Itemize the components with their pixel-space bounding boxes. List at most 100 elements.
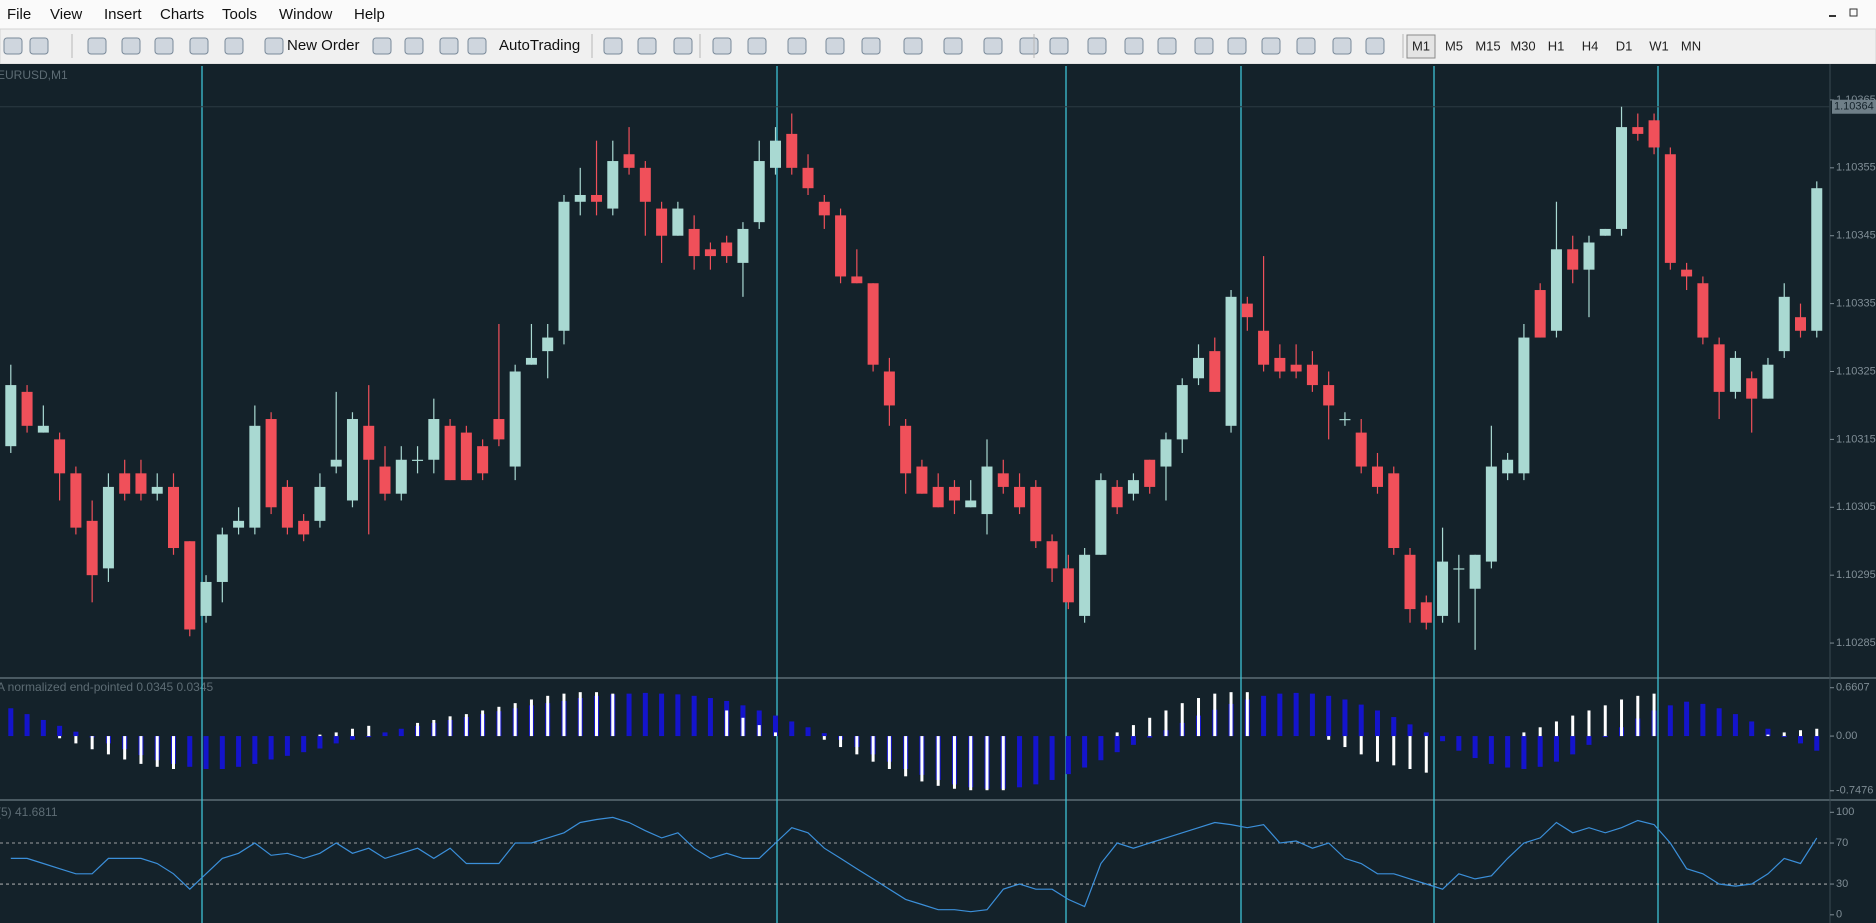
toolbar-icon[interactable] — [1194, 37, 1214, 55]
window-controls[interactable] — [1829, 8, 1858, 17]
rsi-label: (5) 41.6811 — [0, 805, 58, 819]
menu-item[interactable]: Help — [354, 6, 385, 23]
toolbar-icon[interactable] — [224, 37, 244, 55]
oscillator-bar — [367, 725, 371, 737]
timeframe-button[interactable]: W1 — [1649, 38, 1669, 53]
toolbar-icon[interactable] — [983, 37, 1003, 55]
y-tick-label: 1.10325 — [1836, 365, 1876, 377]
toolbar-icon[interactable] — [1157, 37, 1177, 55]
oscillator-bar — [481, 710, 485, 737]
toolbar-icon[interactable] — [154, 37, 174, 55]
candle-body — [509, 371, 521, 467]
toolbar-icon[interactable] — [943, 37, 963, 55]
oscillator-bar — [1732, 714, 1738, 737]
toolbar-icon[interactable] — [1227, 37, 1247, 55]
candle-body — [721, 242, 733, 257]
new-order-button[interactable]: New Order — [287, 37, 360, 54]
timeframe-button[interactable]: H1 — [1548, 38, 1565, 53]
oscillator-bar — [155, 736, 159, 767]
toolbar-icon[interactable] — [3, 37, 23, 55]
toolbar-icon[interactable] — [372, 37, 392, 55]
timeframe-button[interactable]: M1 — [1412, 38, 1430, 53]
oscillator-bar — [1114, 736, 1120, 753]
toolbar-icon[interactable] — [787, 37, 807, 55]
toolbar-icon[interactable] — [861, 37, 881, 55]
oscillator-bar — [756, 710, 762, 737]
toolbar-icon[interactable] — [1049, 37, 1069, 55]
toolbar-icon[interactable] — [189, 37, 209, 55]
oscillator-bar — [675, 694, 681, 737]
toolbar-icon[interactable] — [1296, 37, 1316, 55]
candle-body — [981, 466, 993, 515]
oscillator-bar — [416, 722, 420, 737]
toolbar-icon[interactable] — [87, 37, 107, 55]
toolbar-icon[interactable] — [264, 37, 284, 55]
menu-bar — [0, 0, 1876, 29]
candle-body — [688, 228, 700, 257]
toolbar-icon[interactable] — [637, 37, 657, 55]
oscillator-bar — [366, 736, 372, 738]
toolbar-icon[interactable] — [1087, 37, 1107, 55]
toolbar-icon[interactable] — [673, 37, 693, 55]
oscillator-bar — [318, 734, 322, 737]
autotrading-button[interactable]: AutoTrading — [499, 37, 580, 54]
candle-body — [249, 425, 261, 528]
oscillator-bar — [513, 703, 517, 737]
toolbar-icon[interactable] — [712, 37, 732, 55]
candle-body — [997, 473, 1009, 487]
current-price: 1.10364 — [1834, 101, 1874, 113]
candle-body — [1095, 480, 1107, 555]
toolbar-icon[interactable] — [29, 37, 49, 55]
toolbar-icon[interactable] — [1365, 37, 1385, 55]
toolbar-icon[interactable] — [747, 37, 767, 55]
oscillator-bar — [1700, 703, 1706, 737]
candle-body — [656, 208, 668, 236]
candle-body — [1437, 561, 1449, 616]
oscillator-bar — [595, 692, 599, 737]
restore[interactable] — [1849, 8, 1858, 17]
toolbar-icon[interactable] — [1261, 37, 1281, 55]
oscillator-bar — [172, 736, 175, 769]
toolbar-icon[interactable] — [903, 37, 923, 55]
toolbar-icon[interactable] — [1019, 37, 1039, 55]
candle-body — [1567, 249, 1579, 270]
toolbar-icon[interactable] — [121, 37, 141, 55]
candle-body — [86, 520, 98, 576]
oscillator-bar — [1603, 705, 1607, 737]
oscillator-bar — [725, 710, 729, 737]
timeframe-button[interactable]: MN — [1681, 38, 1701, 53]
oscillator-bar — [398, 728, 404, 737]
menu-item[interactable]: Window — [279, 6, 333, 23]
oscillator-bar — [1423, 732, 1429, 737]
candle-body — [818, 201, 830, 216]
toolbar-icon[interactable] — [603, 37, 623, 55]
candle-body — [558, 201, 570, 331]
oscillator-bar — [773, 732, 777, 737]
menu-item[interactable]: File — [7, 6, 31, 23]
minimize[interactable] — [1829, 15, 1836, 17]
timeframe-button[interactable]: M5 — [1445, 38, 1463, 53]
menu-item[interactable]: Tools — [222, 6, 257, 23]
oscillator-bar — [1148, 717, 1152, 737]
oscillator-bar — [1781, 736, 1787, 738]
timeframe-button[interactable]: D1 — [1616, 38, 1633, 53]
toolbar-icon[interactable] — [825, 37, 845, 55]
menu-item[interactable]: Charts — [160, 6, 204, 23]
candle-body — [1518, 337, 1530, 474]
toolbar-icon[interactable] — [1124, 37, 1144, 55]
toolbar-icon[interactable] — [467, 37, 487, 55]
candle-body — [574, 194, 586, 202]
timeframe-button[interactable]: M15 — [1475, 38, 1500, 53]
toolbar-icon[interactable] — [404, 37, 424, 55]
candle-body — [1616, 127, 1628, 229]
menu-item[interactable]: Insert — [104, 6, 142, 23]
oscillator-bar — [578, 692, 582, 737]
oscillator-bar — [1245, 692, 1249, 737]
timeframe-button[interactable]: M30 — [1510, 38, 1535, 53]
oscillator-bar — [1358, 704, 1364, 737]
toolbar-icon[interactable] — [1332, 37, 1352, 55]
oscillator-bar — [1001, 736, 1005, 791]
timeframe-button[interactable]: H4 — [1582, 38, 1599, 53]
toolbar-icon[interactable] — [439, 37, 459, 55]
menu-item[interactable]: View — [50, 6, 82, 23]
